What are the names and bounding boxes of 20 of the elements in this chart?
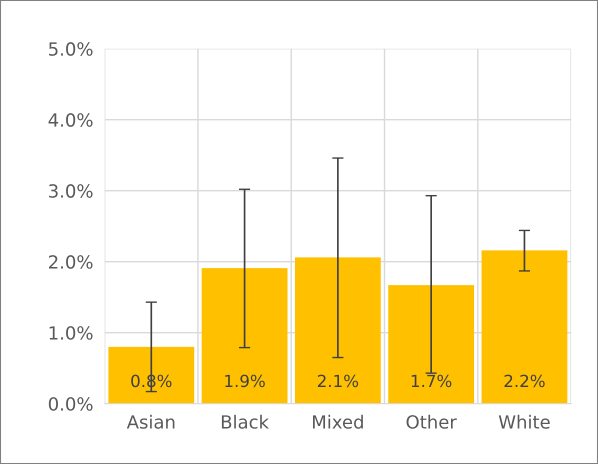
x-tick-label: Black — [222, 414, 269, 429]
data-label: 2.2% — [504, 374, 545, 388]
y-tick-label: 1.0% — [50, 326, 93, 340]
data-label: 1.7% — [412, 374, 452, 388]
y-tick-label: 3.0% — [49, 184, 93, 198]
x-tick-label: Asian — [126, 414, 174, 429]
x-tick-label: Other — [406, 414, 457, 429]
bar — [202, 268, 288, 404]
bar — [294, 257, 381, 404]
data-label: 1.9% — [225, 374, 265, 388]
x-tick-label: Mixed — [312, 414, 363, 429]
y-tick-label: 5.0% — [49, 42, 93, 56]
x-tick-label: White — [498, 414, 550, 429]
bar — [108, 346, 194, 404]
y-tick-label: 4.0% — [48, 113, 93, 127]
y-tick-label: 2.0% — [48, 255, 93, 269]
bar — [388, 285, 474, 404]
data-label: 2.1% — [318, 374, 358, 388]
y-tick-label: 0.0% — [48, 397, 93, 411]
bar — [482, 250, 568, 404]
